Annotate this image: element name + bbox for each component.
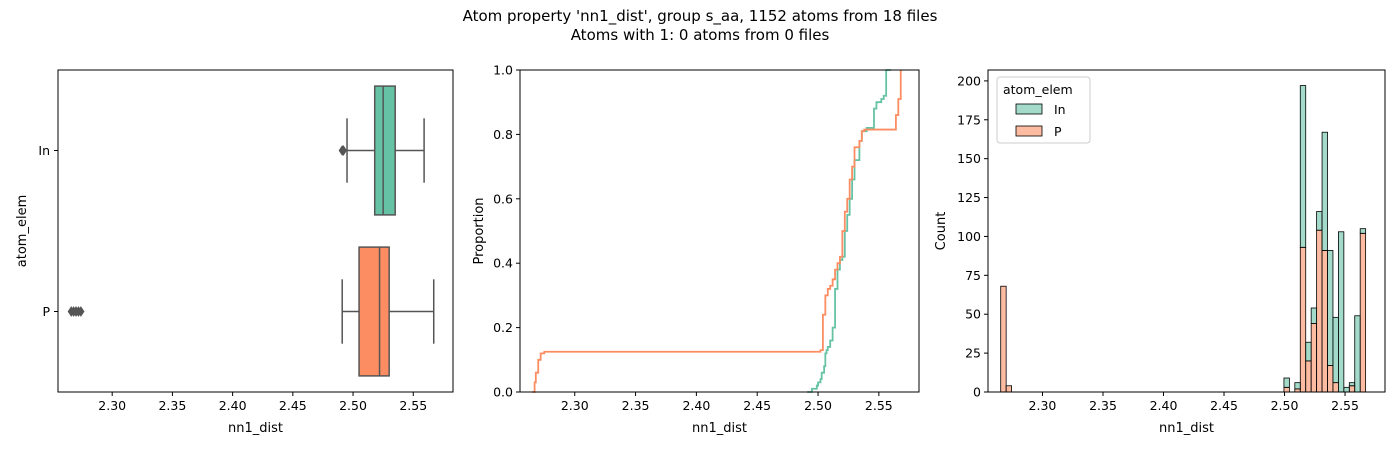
y-tick-label: 200	[957, 73, 981, 88]
histogram-panel: 0 25 50 75 100 125 150 175 200 2.30 2.35 2.40 2.45 2.…	[934, 69, 1386, 436]
hist-bar-P	[1316, 229, 1323, 393]
y-tick-label: 1.0	[493, 63, 513, 78]
y-tick-label: 0.2	[493, 320, 513, 335]
x-tick-label: 2.30	[561, 398, 589, 413]
x-tick-label: 2.55	[1331, 398, 1359, 413]
hist-bar-In	[1299, 85, 1307, 248]
y-tick-label: 0.4	[493, 256, 513, 271]
y-axis-label: atom_elem	[15, 195, 30, 267]
x-tick-label: 2.55	[399, 398, 427, 413]
boxplot-panel: In P 2.30 2.35 2.40 2.45 2.50 2.55 nn1_dist atom_…	[15, 69, 454, 436]
hist-bar-In	[1348, 382, 1356, 387]
x-tick-label: 2.35	[158, 398, 186, 413]
hist-bar-In	[1310, 307, 1318, 324]
y-tick-label: 0.6	[493, 191, 513, 206]
figure-title-line2: Atoms with 1: 0 atoms from 0 files	[571, 26, 830, 44]
y-tick-label: P	[42, 304, 50, 319]
hist-bar-P	[1359, 232, 1367, 393]
hist-bar-P	[1305, 360, 1312, 393]
figure-title-line1: Atom property 'nn1_dist', group s_aa, 11…	[463, 7, 938, 26]
axes-frame	[987, 69, 1386, 393]
legend: atom_elem In P	[996, 76, 1091, 144]
legend-title: atom_elem	[1003, 82, 1073, 97]
x-tick-label: 2.45	[743, 398, 771, 413]
hist-bar-In	[1294, 382, 1301, 390]
x-tick-label: 2.50	[804, 398, 832, 413]
ecdf-line-In	[807, 69, 892, 393]
hist-bar-P	[1332, 382, 1339, 393]
box-P	[358, 246, 390, 377]
ecdf-line-P	[532, 70, 902, 393]
outlier-marker	[339, 145, 348, 156]
legend-swatch-In	[1015, 103, 1043, 115]
hist-bar-In	[1283, 377, 1290, 388]
y-tick-label: In	[38, 143, 50, 158]
hist-bar-In	[1305, 341, 1312, 362]
x-tick-label: 2.35	[622, 398, 650, 413]
y-tick-label: 125	[957, 190, 981, 205]
box-In	[373, 85, 396, 216]
y-axis-label: Count	[934, 212, 949, 251]
y-tick-label: 0	[973, 385, 981, 400]
hist-bar-In	[1332, 316, 1339, 384]
y-tick-label: 100	[957, 229, 981, 244]
hist-bar-In	[1321, 131, 1328, 251]
hist-bar-P	[1299, 246, 1307, 393]
hist-bar-In	[1327, 250, 1334, 366]
y-tick-label: 25	[965, 346, 981, 361]
ecdf-panel: 0.0 0.2 0.4 0.6 0.8 1.0 2.30 2.35 2.40 2.45 2.50 2.…	[472, 63, 920, 436]
y-tick-label: 175	[957, 112, 981, 127]
x-tick-label: 2.50	[339, 398, 367, 413]
y-tick-label: 50	[965, 307, 981, 322]
legend-label-In: In	[1054, 102, 1066, 117]
hist-bar-P	[1348, 385, 1356, 393]
axes-frame	[519, 69, 920, 393]
legend-swatch-P	[1015, 125, 1043, 137]
x-tick-label: 2.40	[219, 398, 247, 413]
hist-bar-P	[1327, 365, 1334, 393]
y-axis-label: Proportion	[472, 197, 487, 264]
x-tick-label: 2.35	[1089, 398, 1117, 413]
x-tick-label: 2.40	[682, 398, 710, 413]
hist-bar-P	[1000, 285, 1007, 393]
x-axis-label: nn1_dist	[1159, 421, 1214, 436]
y-tick-label: 150	[957, 151, 981, 166]
x-axis-label: nn1_dist	[692, 421, 747, 436]
y-tick-label: 0.0	[493, 385, 513, 400]
hist-bar-In	[1359, 228, 1367, 234]
hist-bar-In	[1316, 211, 1323, 231]
hist-bar-In	[1343, 386, 1350, 393]
hist-bar-P	[1005, 385, 1013, 393]
x-tick-label: 2.50	[1271, 398, 1299, 413]
hist-bar-P	[1321, 250, 1328, 393]
hist-bar-In	[1354, 315, 1361, 393]
hist-bar-In	[1338, 231, 1345, 393]
legend-label-P: P	[1054, 124, 1062, 139]
y-tick-label: 0.8	[493, 127, 513, 142]
x-tick-label: 2.30	[98, 398, 126, 413]
x-tick-label: 2.30	[1029, 398, 1057, 413]
y-tick-label: 75	[965, 268, 981, 283]
outlier-marker	[77, 306, 85, 317]
axes-frame	[57, 69, 454, 393]
x-tick-label: 2.55	[865, 398, 893, 413]
x-tick-label: 2.45	[279, 398, 307, 413]
hist-bar-P	[1283, 386, 1290, 393]
hist-bar-P	[1310, 323, 1318, 393]
x-tick-label: 2.40	[1150, 398, 1178, 413]
x-axis-label: nn1_dist	[228, 421, 283, 436]
x-tick-label: 2.45	[1210, 398, 1238, 413]
